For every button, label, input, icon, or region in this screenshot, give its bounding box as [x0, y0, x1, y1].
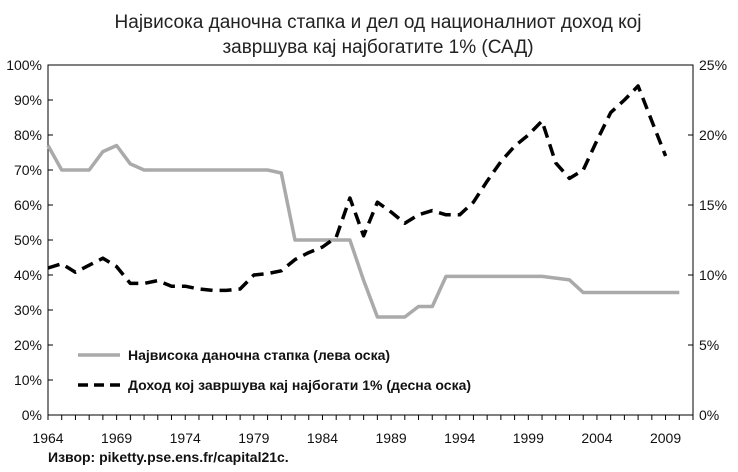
left-tick-label: 30%: [14, 302, 42, 318]
left-tick-label: 0%: [22, 407, 42, 423]
x-tick-label: 1979: [238, 430, 269, 446]
x-tick-label: 2004: [581, 430, 612, 446]
x-tick-label: 1969: [101, 430, 132, 446]
left-tick-label: 40%: [14, 267, 42, 283]
left-tick-label: 20%: [14, 337, 42, 353]
series-line-tax: [46, 143, 680, 319]
left-tick-label: 60%: [14, 197, 42, 213]
x-tick-label: 1994: [444, 430, 475, 446]
left-tick-label: 90%: [14, 92, 42, 108]
left-tick-label: 100%: [6, 57, 42, 73]
chart-title-line2: завршува кај најбогатите 1% (САД): [222, 37, 533, 58]
legend-label-income: Доход кој завршува кај најбогати 1% (дес…: [128, 377, 471, 393]
x-tick-label: 2009: [650, 430, 681, 446]
chart-title-line1: Највисока даночна стапка и дел од национ…: [115, 12, 642, 33]
source-note: Извор: piketty.pse.ens.fr/capital21c.: [48, 449, 289, 465]
right-tick-label: 20%: [699, 127, 727, 143]
right-tick-label: 5%: [699, 337, 719, 353]
left-tick-label: 50%: [14, 232, 42, 248]
x-tick-label: 1989: [376, 430, 407, 446]
right-tick-label: 15%: [699, 197, 727, 213]
legend-label-tax: Највисока даночна стапка (лева оска): [128, 347, 390, 363]
right-tick-label: 10%: [699, 267, 727, 283]
right-tick-label: 25%: [699, 57, 727, 73]
x-tick-label: 1974: [170, 430, 201, 446]
x-tick-label: 1984: [307, 430, 338, 446]
legend: Највисока даночна стапка (лева оска) Дох…: [78, 347, 471, 393]
right-tick-label: 0%: [699, 407, 719, 423]
left-tick-label: 80%: [14, 127, 42, 143]
left-tick-label: 10%: [14, 372, 42, 388]
x-tick-label: 1999: [513, 430, 544, 446]
series-line-income: [47, 84, 668, 293]
x-tick-label: 1964: [32, 430, 63, 446]
left-tick-label: 70%: [14, 162, 42, 178]
